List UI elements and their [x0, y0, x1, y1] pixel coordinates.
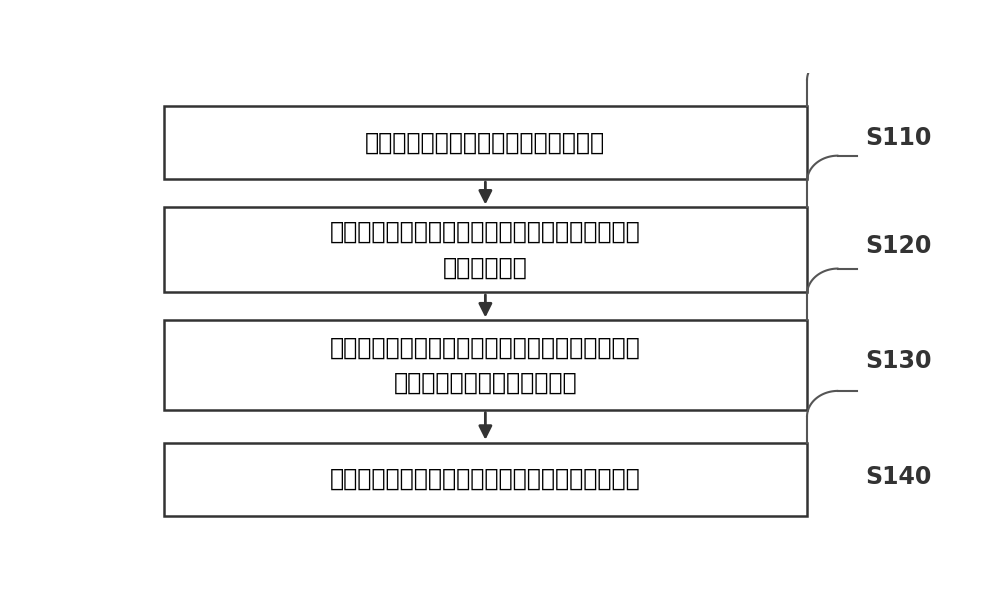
Text: S140: S140	[865, 464, 932, 489]
FancyBboxPatch shape	[164, 320, 807, 410]
Text: 基于所述互阻抗关系确定不同电缆之间的布置参数: 基于所述互阻抗关系确定不同电缆之间的布置参数	[330, 467, 641, 491]
Text: S130: S130	[865, 349, 932, 373]
FancyBboxPatch shape	[164, 207, 807, 292]
Text: 基于所述电缆数量确定不同电缆与大地之间的回路
的电压降关系: 基于所述电缆数量确定不同电缆与大地之间的回路 的电压降关系	[330, 220, 641, 279]
Text: S120: S120	[865, 235, 932, 258]
Text: 基于预设条件和所述电压降关系得到不同电缆与大
地之间回路之间的互阻抗关系: 基于预设条件和所述电压降关系得到不同电缆与大 地之间回路之间的互阻抗关系	[330, 335, 641, 395]
FancyBboxPatch shape	[164, 106, 807, 179]
Text: 获得待布置的直流并联电缆的电缆数量: 获得待布置的直流并联电缆的电缆数量	[365, 131, 605, 155]
Text: S110: S110	[865, 126, 932, 150]
FancyBboxPatch shape	[164, 442, 807, 516]
